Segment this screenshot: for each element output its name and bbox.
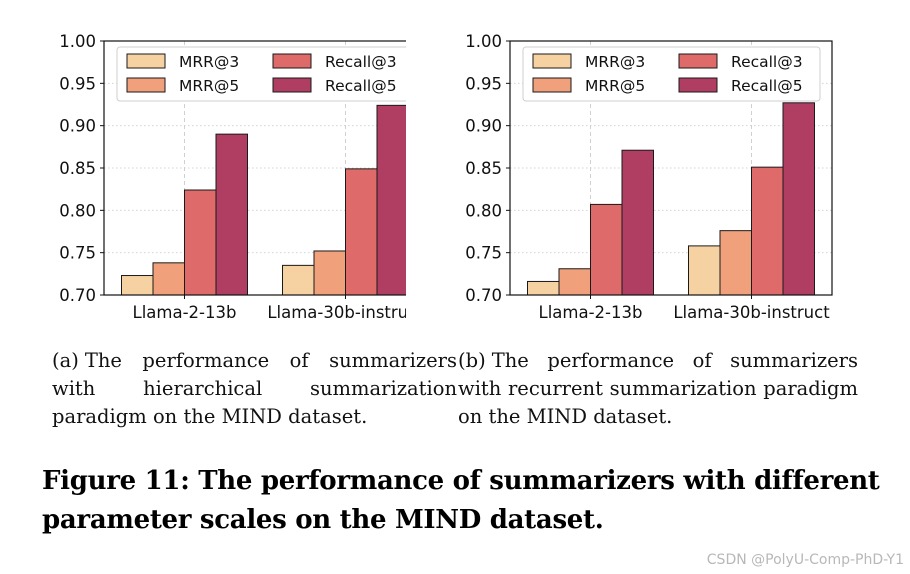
bar-recall-at-5-1 <box>376 104 409 296</box>
y-tick-label: 0.95 <box>465 74 502 93</box>
bar-mrr-at-3-1 <box>282 264 315 296</box>
bar-recall-at-5-1 <box>782 102 815 296</box>
y-tick-label: 1.00 <box>59 32 96 51</box>
figure-caption: Figure 11: The performance of summarizer… <box>42 466 880 535</box>
bar-chart-a: 0.70 0.75 0.80 0.85 0.90 0.95 1.00 Llama-2-13b L… <box>59 32 427 322</box>
bar-mrr-at-3-0 <box>121 275 154 296</box>
legend-label: Recall@3 <box>325 53 397 71</box>
bar-mrr-at-3-0 <box>527 280 560 296</box>
watermark: CSDN @PolyU-Comp-PhD-Y1 <box>706 552 904 568</box>
bar-recall-at-3-1 <box>345 168 378 296</box>
bar-recall-at-5-0 <box>621 149 654 296</box>
legend-swatch <box>126 53 166 69</box>
legend-swatch <box>532 77 572 93</box>
chart-panel-a: 0.70 0.75 0.80 0.85 0.90 0.95 1.00 Llama-2-13b L… <box>0 0 427 345</box>
legend-swatch <box>272 77 312 93</box>
legend-swatch <box>678 53 718 69</box>
legend-label: MRR@5 <box>179 77 239 95</box>
y-tick-label: 0.80 <box>59 201 96 220</box>
x-tick-label: Llama-2-13b <box>539 303 643 322</box>
legend-label: MRR@3 <box>585 53 645 71</box>
legend-swatch <box>532 53 572 69</box>
bar-mrr-at-5-0 <box>152 262 185 296</box>
bar-recall-at-3-0 <box>590 203 623 296</box>
bar-mrr-at-5-1 <box>719 230 752 296</box>
y-tick-label: 0.80 <box>465 201 502 220</box>
y-tick-label: 0.90 <box>465 117 502 136</box>
bar-recall-at-3-0 <box>184 189 217 296</box>
subcaption-b-tag: (b) <box>458 349 486 372</box>
legend-label: MRR@5 <box>585 77 645 95</box>
subcaption-a-text: The performance of summarizers with hier… <box>52 349 457 428</box>
legend-label: Recall@5 <box>731 77 803 95</box>
y-tick-label: 0.70 <box>465 286 502 305</box>
subcaption-a-tag: (a) <box>52 349 79 372</box>
legend-swatch <box>272 53 312 69</box>
y-tick-label: 1.00 <box>465 32 502 51</box>
legend-label: Recall@5 <box>325 77 397 95</box>
subcaption-a: (a) The performance of summarizers with h… <box>52 347 457 431</box>
bar-mrr-at-5-1 <box>313 250 346 296</box>
bar-mrr-at-5-0 <box>558 268 591 296</box>
x-tick-label: Llama-30b-instruct <box>267 303 406 322</box>
subcaption-b-text: The performance of summarizers with recu… <box>458 349 858 428</box>
legend-box <box>522 46 821 102</box>
y-tick-label: 0.85 <box>465 159 502 178</box>
y-tick-label: 0.75 <box>465 244 502 263</box>
y-tick-label: 0.90 <box>59 117 96 136</box>
legend-swatch <box>678 77 718 93</box>
y-tick-label: 0.70 <box>59 286 96 305</box>
y-tick-label: 0.95 <box>59 74 96 93</box>
y-tick-label: 0.85 <box>59 159 96 178</box>
bar-chart-b: 0.70 0.75 0.80 0.85 0.90 0.95 1.00 Llama-2-13b L… <box>465 32 833 322</box>
bar-recall-at-5-0 <box>215 133 248 296</box>
chart-panel-b: 0.70 0.75 0.80 0.85 0.90 0.95 1.00 Llama-2-13b L… <box>406 0 846 345</box>
subcaption-b: (b) The performance of summarizers with r… <box>458 347 858 431</box>
x-tick-label: Llama-2-13b <box>133 303 237 322</box>
legend-label: MRR@3 <box>179 53 239 71</box>
legend-swatch <box>126 77 166 93</box>
x-tick-label: Llama-30b-instruct <box>673 303 830 322</box>
y-tick-label: 0.75 <box>59 244 96 263</box>
legend-label: Recall@3 <box>731 53 803 71</box>
bar-recall-at-3-1 <box>751 166 784 296</box>
bar-mrr-at-3-1 <box>688 245 721 296</box>
